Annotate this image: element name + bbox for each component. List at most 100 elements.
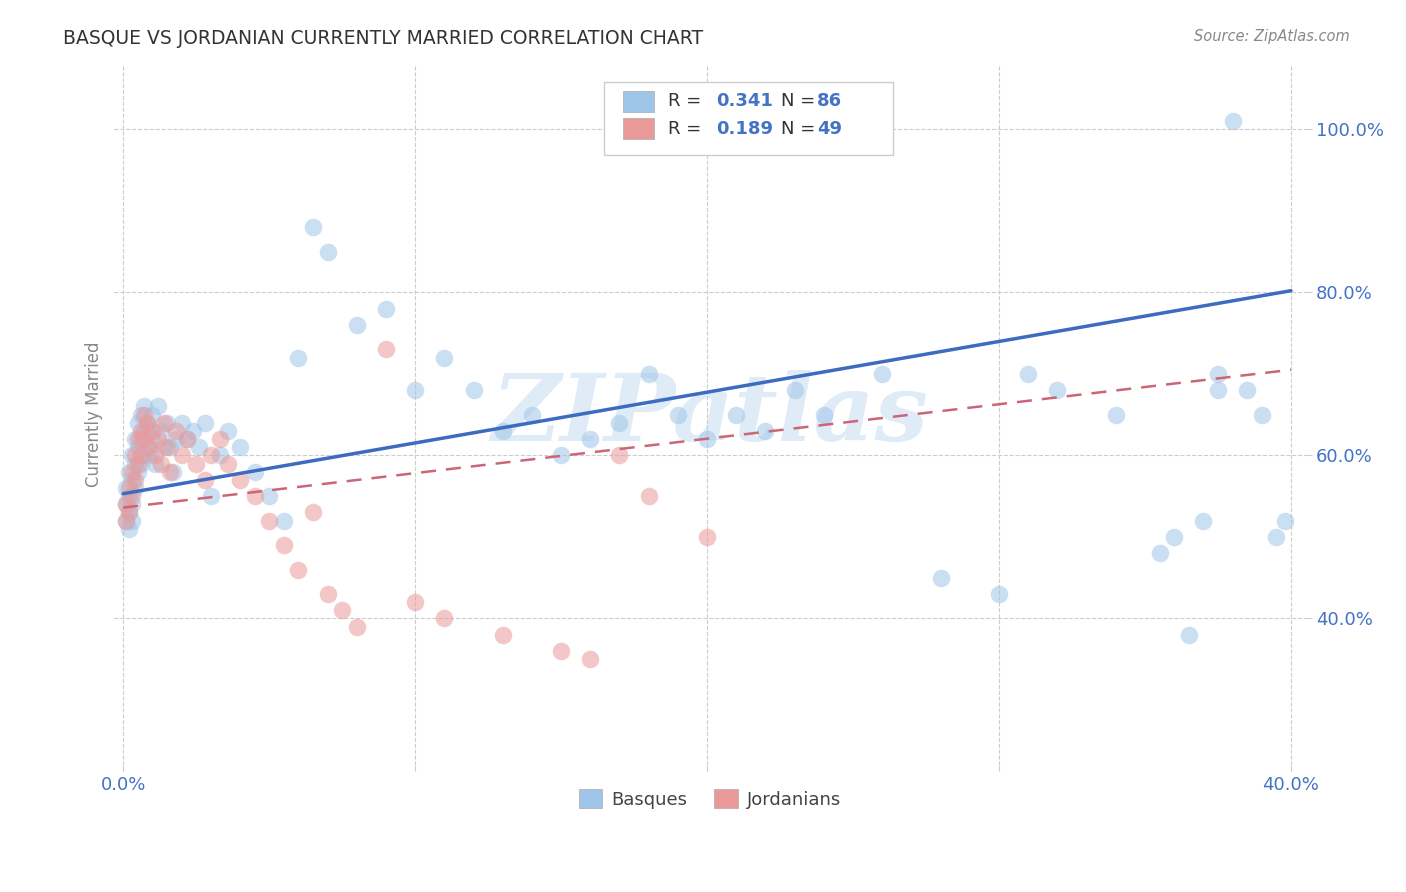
Point — [121, 514, 143, 528]
Text: N =: N = — [782, 92, 821, 111]
Point — [124, 449, 146, 463]
Point — [346, 619, 368, 633]
Point — [194, 473, 217, 487]
Text: 86: 86 — [817, 92, 842, 111]
Point — [132, 432, 155, 446]
Point — [1274, 514, 1296, 528]
Point — [124, 432, 146, 446]
Point — [813, 408, 835, 422]
Point — [316, 244, 339, 259]
Point — [1250, 408, 1272, 422]
Point — [121, 473, 143, 487]
Point — [1105, 408, 1128, 422]
Point — [330, 603, 353, 617]
Point — [132, 408, 155, 422]
Point — [696, 432, 718, 446]
Point — [1192, 514, 1215, 528]
Legend: Basques, Jordanians: Basques, Jordanians — [572, 781, 848, 816]
Point — [141, 432, 163, 446]
Point — [153, 416, 176, 430]
Point — [1236, 383, 1258, 397]
Point — [374, 301, 396, 316]
Point — [118, 481, 141, 495]
Point — [143, 457, 166, 471]
Text: Source: ZipAtlas.com: Source: ZipAtlas.com — [1194, 29, 1350, 44]
Point — [666, 408, 689, 422]
Point — [200, 489, 222, 503]
Point — [141, 424, 163, 438]
Point — [143, 449, 166, 463]
Point — [118, 465, 141, 479]
Point — [200, 449, 222, 463]
Point — [316, 587, 339, 601]
Point — [165, 424, 187, 438]
Point — [550, 449, 572, 463]
Point — [929, 571, 952, 585]
Point — [988, 587, 1011, 601]
Point — [346, 318, 368, 332]
Point — [188, 440, 211, 454]
Point — [696, 530, 718, 544]
Point — [127, 416, 149, 430]
Y-axis label: Currently Married: Currently Married — [86, 342, 103, 487]
Point — [217, 424, 239, 438]
Point — [287, 562, 309, 576]
Point — [148, 432, 170, 446]
Point — [208, 432, 231, 446]
Point — [124, 457, 146, 471]
Point — [217, 457, 239, 471]
Point — [1163, 530, 1185, 544]
Point — [374, 343, 396, 357]
Point — [1046, 383, 1069, 397]
Point — [132, 400, 155, 414]
Point — [127, 432, 149, 446]
Point — [1017, 367, 1039, 381]
Point — [609, 416, 631, 430]
Point — [754, 424, 776, 438]
Point — [1265, 530, 1288, 544]
Point — [115, 481, 138, 495]
Point — [138, 449, 160, 463]
Text: 0.341: 0.341 — [716, 92, 773, 111]
Point — [159, 465, 181, 479]
Point — [129, 449, 152, 463]
Point — [138, 424, 160, 438]
Point — [176, 432, 198, 446]
Point — [141, 408, 163, 422]
Point — [1222, 114, 1244, 128]
Text: R =: R = — [668, 120, 707, 137]
Point — [150, 457, 173, 471]
Point — [783, 383, 806, 397]
Point — [153, 440, 176, 454]
Point — [127, 465, 149, 479]
Point — [579, 432, 602, 446]
Point — [170, 416, 193, 430]
Point — [550, 644, 572, 658]
Point — [118, 489, 141, 503]
Point — [129, 408, 152, 422]
Point — [127, 440, 149, 454]
Point — [229, 473, 252, 487]
Point — [273, 514, 295, 528]
Point — [159, 440, 181, 454]
Point — [165, 432, 187, 446]
Point — [870, 367, 893, 381]
Point — [118, 506, 141, 520]
Point — [463, 383, 485, 397]
Point — [129, 424, 152, 438]
FancyBboxPatch shape — [605, 82, 893, 154]
Point — [1178, 628, 1201, 642]
Point — [121, 497, 143, 511]
Point — [1206, 383, 1229, 397]
Point — [257, 489, 280, 503]
Point — [579, 652, 602, 666]
Point — [132, 424, 155, 438]
Point — [492, 424, 515, 438]
Text: 0.189: 0.189 — [716, 120, 773, 137]
Point — [1149, 546, 1171, 560]
Point — [115, 497, 138, 511]
Point — [208, 449, 231, 463]
Point — [1206, 367, 1229, 381]
Point — [118, 506, 141, 520]
Point — [186, 457, 208, 471]
